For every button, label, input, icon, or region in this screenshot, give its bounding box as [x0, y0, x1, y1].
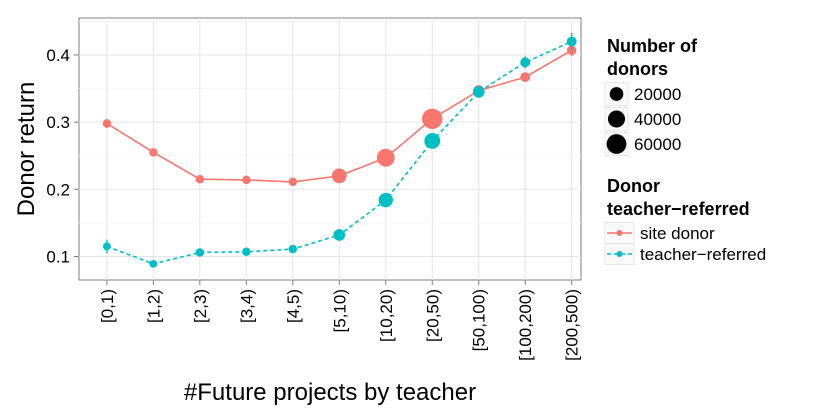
- size-legend-title-line1: Number of: [607, 36, 698, 56]
- size-legend-point: [606, 134, 627, 154]
- x-tick-label: [50,100): [470, 289, 489, 351]
- x-tick-label: [4,5): [284, 289, 303, 323]
- y-tick-label: 0.2: [46, 180, 70, 199]
- data-point: [149, 148, 158, 157]
- data-point: [242, 175, 251, 185]
- size-legend-label: 20000: [634, 85, 681, 104]
- x-tick-label: [200,500): [563, 289, 582, 361]
- data-point: [102, 242, 111, 251]
- data-point: [333, 229, 346, 241]
- x-tick-label: [20,50): [423, 289, 442, 342]
- data-point: [566, 36, 577, 47]
- color-legend-title-line2: teacher−referred: [607, 199, 750, 219]
- size-legend-label: 40000: [634, 110, 681, 129]
- y-tick-label: 0.1: [46, 247, 70, 266]
- data-point: [378, 192, 393, 208]
- color-legend-title-line1: Donor: [607, 176, 660, 196]
- x-axis-label: #Future projects by teacher: [184, 379, 476, 406]
- data-point: [520, 72, 531, 83]
- data-point: [242, 247, 251, 257]
- x-tick-label: [10,20): [377, 289, 396, 342]
- size-legend-label: 60000: [634, 135, 681, 154]
- y-tick-label: 0.3: [46, 113, 70, 132]
- y-tick-label: 0.4: [46, 46, 70, 65]
- data-point: [331, 168, 347, 184]
- data-point: [102, 119, 112, 128]
- data-point: [195, 248, 205, 257]
- size-legend-point: [609, 87, 624, 101]
- color-legend: Donor teacher−referred site donor teacher…: [604, 176, 766, 265]
- axes: 0.1 0.2 0.3 0.4 [0,1) [1,2) [2,3) [3,4) [4,5) [5,…: [46, 46, 581, 361]
- x-tick-label: [0,1): [98, 289, 117, 323]
- data-point: [149, 259, 158, 268]
- data-point: [376, 148, 395, 167]
- x-tick-label: [5,10): [330, 289, 349, 332]
- color-legend-point: [616, 230, 623, 236]
- data-point: [288, 177, 298, 187]
- data-point: [520, 57, 531, 68]
- x-tick-label: [100,200): [516, 289, 535, 361]
- color-legend-label: teacher−referred: [640, 245, 766, 264]
- data-point: [195, 174, 205, 184]
- x-tick-label: [3,4): [237, 289, 256, 323]
- size-legend: Number of donors 20000 40000 60000: [604, 36, 698, 156]
- data-point: [288, 244, 298, 254]
- size-legend-point: [607, 110, 626, 128]
- x-tick-label: [2,3): [191, 289, 210, 323]
- color-legend-label: site donor: [640, 224, 715, 243]
- series: [102, 32, 577, 268]
- data-point: [424, 133, 441, 149]
- y-axis-label: Donor return: [13, 82, 40, 217]
- color-legend-point: [616, 251, 623, 257]
- size-legend-title-line2: donors: [607, 59, 668, 79]
- x-tick-label: [1,2): [144, 289, 163, 323]
- data-point: [422, 108, 443, 129]
- plot-panel: [78, 17, 582, 281]
- data-point: [472, 86, 485, 98]
